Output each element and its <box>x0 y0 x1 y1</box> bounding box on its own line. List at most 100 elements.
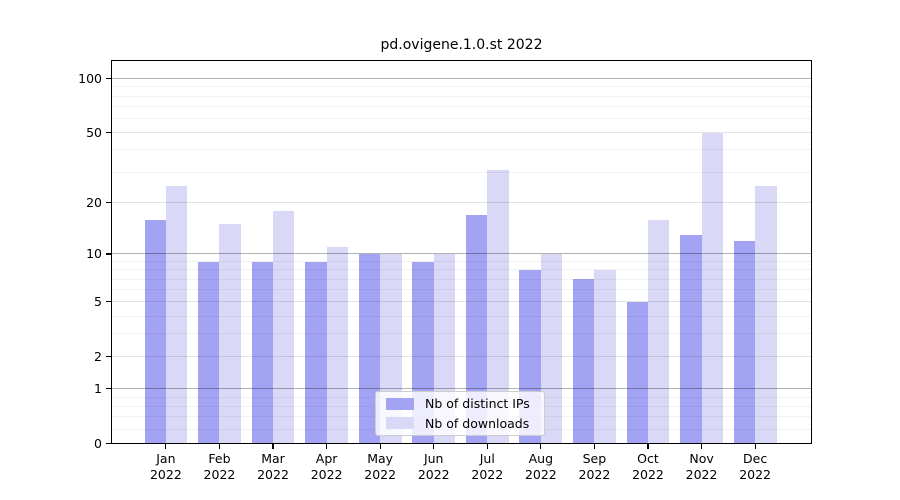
gridline-minor-60 <box>112 118 811 120</box>
legend-swatch-downloads <box>386 417 414 430</box>
bar-distinct-ips-feb <box>198 261 220 444</box>
gridline-decade-10 <box>112 253 811 255</box>
x-tick-year: 2022 <box>739 467 772 482</box>
x-tick-label-may: May 2022 <box>345 451 415 483</box>
x-tick-mark-sep <box>593 443 595 449</box>
bar-downloads-oct <box>647 219 670 444</box>
x-tick-year: 2022 <box>471 467 504 482</box>
bar-distinct-ips-dec <box>733 240 756 444</box>
y-tick-mark-100 <box>106 78 112 80</box>
x-tick-label-dec: Dec 2022 <box>720 451 790 483</box>
x-tick-month: Dec <box>743 451 768 466</box>
x-tick-month: Mar <box>261 451 285 466</box>
y-tick-mark-5 <box>106 301 112 303</box>
x-tick-month: Apr <box>315 451 338 466</box>
x-tick-year: 2022 <box>310 467 343 482</box>
gridline-mid-20 <box>112 202 811 204</box>
bar-distinct-ips-jul <box>465 215 488 444</box>
x-tick-mark-oct <box>647 443 649 449</box>
x-tick-mark-apr <box>325 443 328 449</box>
x-tick-year: 2022 <box>417 467 450 482</box>
x-tick-year: 2022 <box>578 467 611 482</box>
gridline-mid-2 <box>112 356 811 358</box>
bar-distinct-ips-jan <box>144 219 166 444</box>
bar-downloads-nov <box>701 132 723 444</box>
legend-item-downloads: Nb of downloads <box>386 416 544 431</box>
y-tick-label-2: 2 <box>94 348 102 364</box>
x-tick-mark-nov <box>700 443 703 449</box>
bar-distinct-ips-apr <box>305 261 327 444</box>
gridline-minor-80 <box>112 95 811 97</box>
gridline-decade-1 <box>112 388 811 390</box>
y-tick-label-10: 10 <box>86 245 102 261</box>
x-tick-label-jan: Jan 2022 <box>131 451 201 483</box>
bar-distinct-ips-mar <box>251 261 274 444</box>
y-tick-mark-10 <box>106 253 112 255</box>
bar-distinct-ips-nov <box>680 234 702 444</box>
x-tick-label-aug: Aug 2022 <box>506 451 576 483</box>
bar-downloads-apr <box>326 247 348 444</box>
x-tick-label-oct: Oct 2022 <box>613 451 683 483</box>
x-tick-month: Jun <box>423 451 444 466</box>
bar-distinct-ips-sep <box>573 279 595 444</box>
plot-area <box>110 60 812 445</box>
x-tick-month: Aug <box>528 451 554 466</box>
x-tick-year: 2022 <box>364 467 397 482</box>
x-tick-year: 2022 <box>524 467 557 482</box>
x-tick-month: May <box>367 451 394 466</box>
y-tick-label-0: 0 <box>94 435 102 451</box>
bar-downloads-feb <box>219 224 241 444</box>
bar-distinct-ips-oct <box>626 301 648 444</box>
y-tick-mark-2 <box>106 356 112 358</box>
y-tick-label-1: 1 <box>94 380 102 396</box>
y-tick-label-50: 50 <box>86 124 102 140</box>
y-tick-label-20: 20 <box>86 194 102 210</box>
x-tick-mark-jul <box>486 443 488 449</box>
x-tick-mark-may <box>379 443 381 449</box>
x-tick-month: Jul <box>479 451 495 466</box>
x-tick-year: 2022 <box>685 467 718 482</box>
x-tick-label-mar: Mar 2022 <box>238 451 308 483</box>
gridline-minor-6 <box>112 289 811 291</box>
x-tick-month: Feb <box>208 451 231 466</box>
bar-downloads-mar <box>273 210 295 444</box>
bar-downloads-sep <box>594 269 616 444</box>
gridline-minor-40 <box>112 149 811 151</box>
legend-item-distinct-ips: Nb of distinct IPs <box>386 396 544 411</box>
gridline-mid-5 <box>112 301 811 303</box>
gridline-minor-3 <box>112 333 811 335</box>
y-tick-mark-1 <box>106 388 112 390</box>
x-tick-label-apr: Apr 2022 <box>292 451 362 483</box>
gridline-minor-70 <box>112 106 811 108</box>
bar-distinct-ips-may <box>358 253 381 444</box>
bar-downloads-dec <box>755 185 777 444</box>
x-tick-mark-jan <box>165 443 167 449</box>
x-tick-label-jul: Jul 2022 <box>452 451 522 483</box>
legend-label-downloads: Nb of downloads <box>425 415 530 431</box>
x-tick-month: Oct <box>637 451 659 466</box>
gridline-minor-7 <box>112 278 811 280</box>
chart-title: pd.ovigene.1.0.st 2022 <box>380 37 543 53</box>
gridline-minor-9 <box>112 261 811 262</box>
x-tick-year: 2022 <box>632 467 664 482</box>
x-tick-mark-feb <box>218 443 221 449</box>
x-tick-mark-aug <box>540 443 542 449</box>
x-tick-mark-dec <box>754 443 756 449</box>
legend-swatch-distinct-ips <box>386 397 414 410</box>
x-tick-label-feb: Feb 2022 <box>184 451 254 483</box>
x-tick-year: 2022 <box>149 467 182 482</box>
x-tick-mark-mar <box>272 443 274 449</box>
gridline-minor-90 <box>112 86 811 88</box>
x-tick-month: Sep <box>582 451 607 466</box>
y-tick-mark-50 <box>106 132 112 134</box>
y-tick-label-5: 5 <box>94 293 102 309</box>
gridline-minor-8 <box>112 269 811 271</box>
x-tick-month: Nov <box>689 451 714 466</box>
gridline-minor-30 <box>112 171 811 173</box>
gridline-minor-4 <box>112 315 811 317</box>
x-tick-mark-jun <box>433 443 435 449</box>
x-tick-label-nov: Nov 2022 <box>667 451 737 483</box>
x-tick-month: Jan <box>156 451 176 466</box>
bar-downloads-jan <box>165 185 188 444</box>
